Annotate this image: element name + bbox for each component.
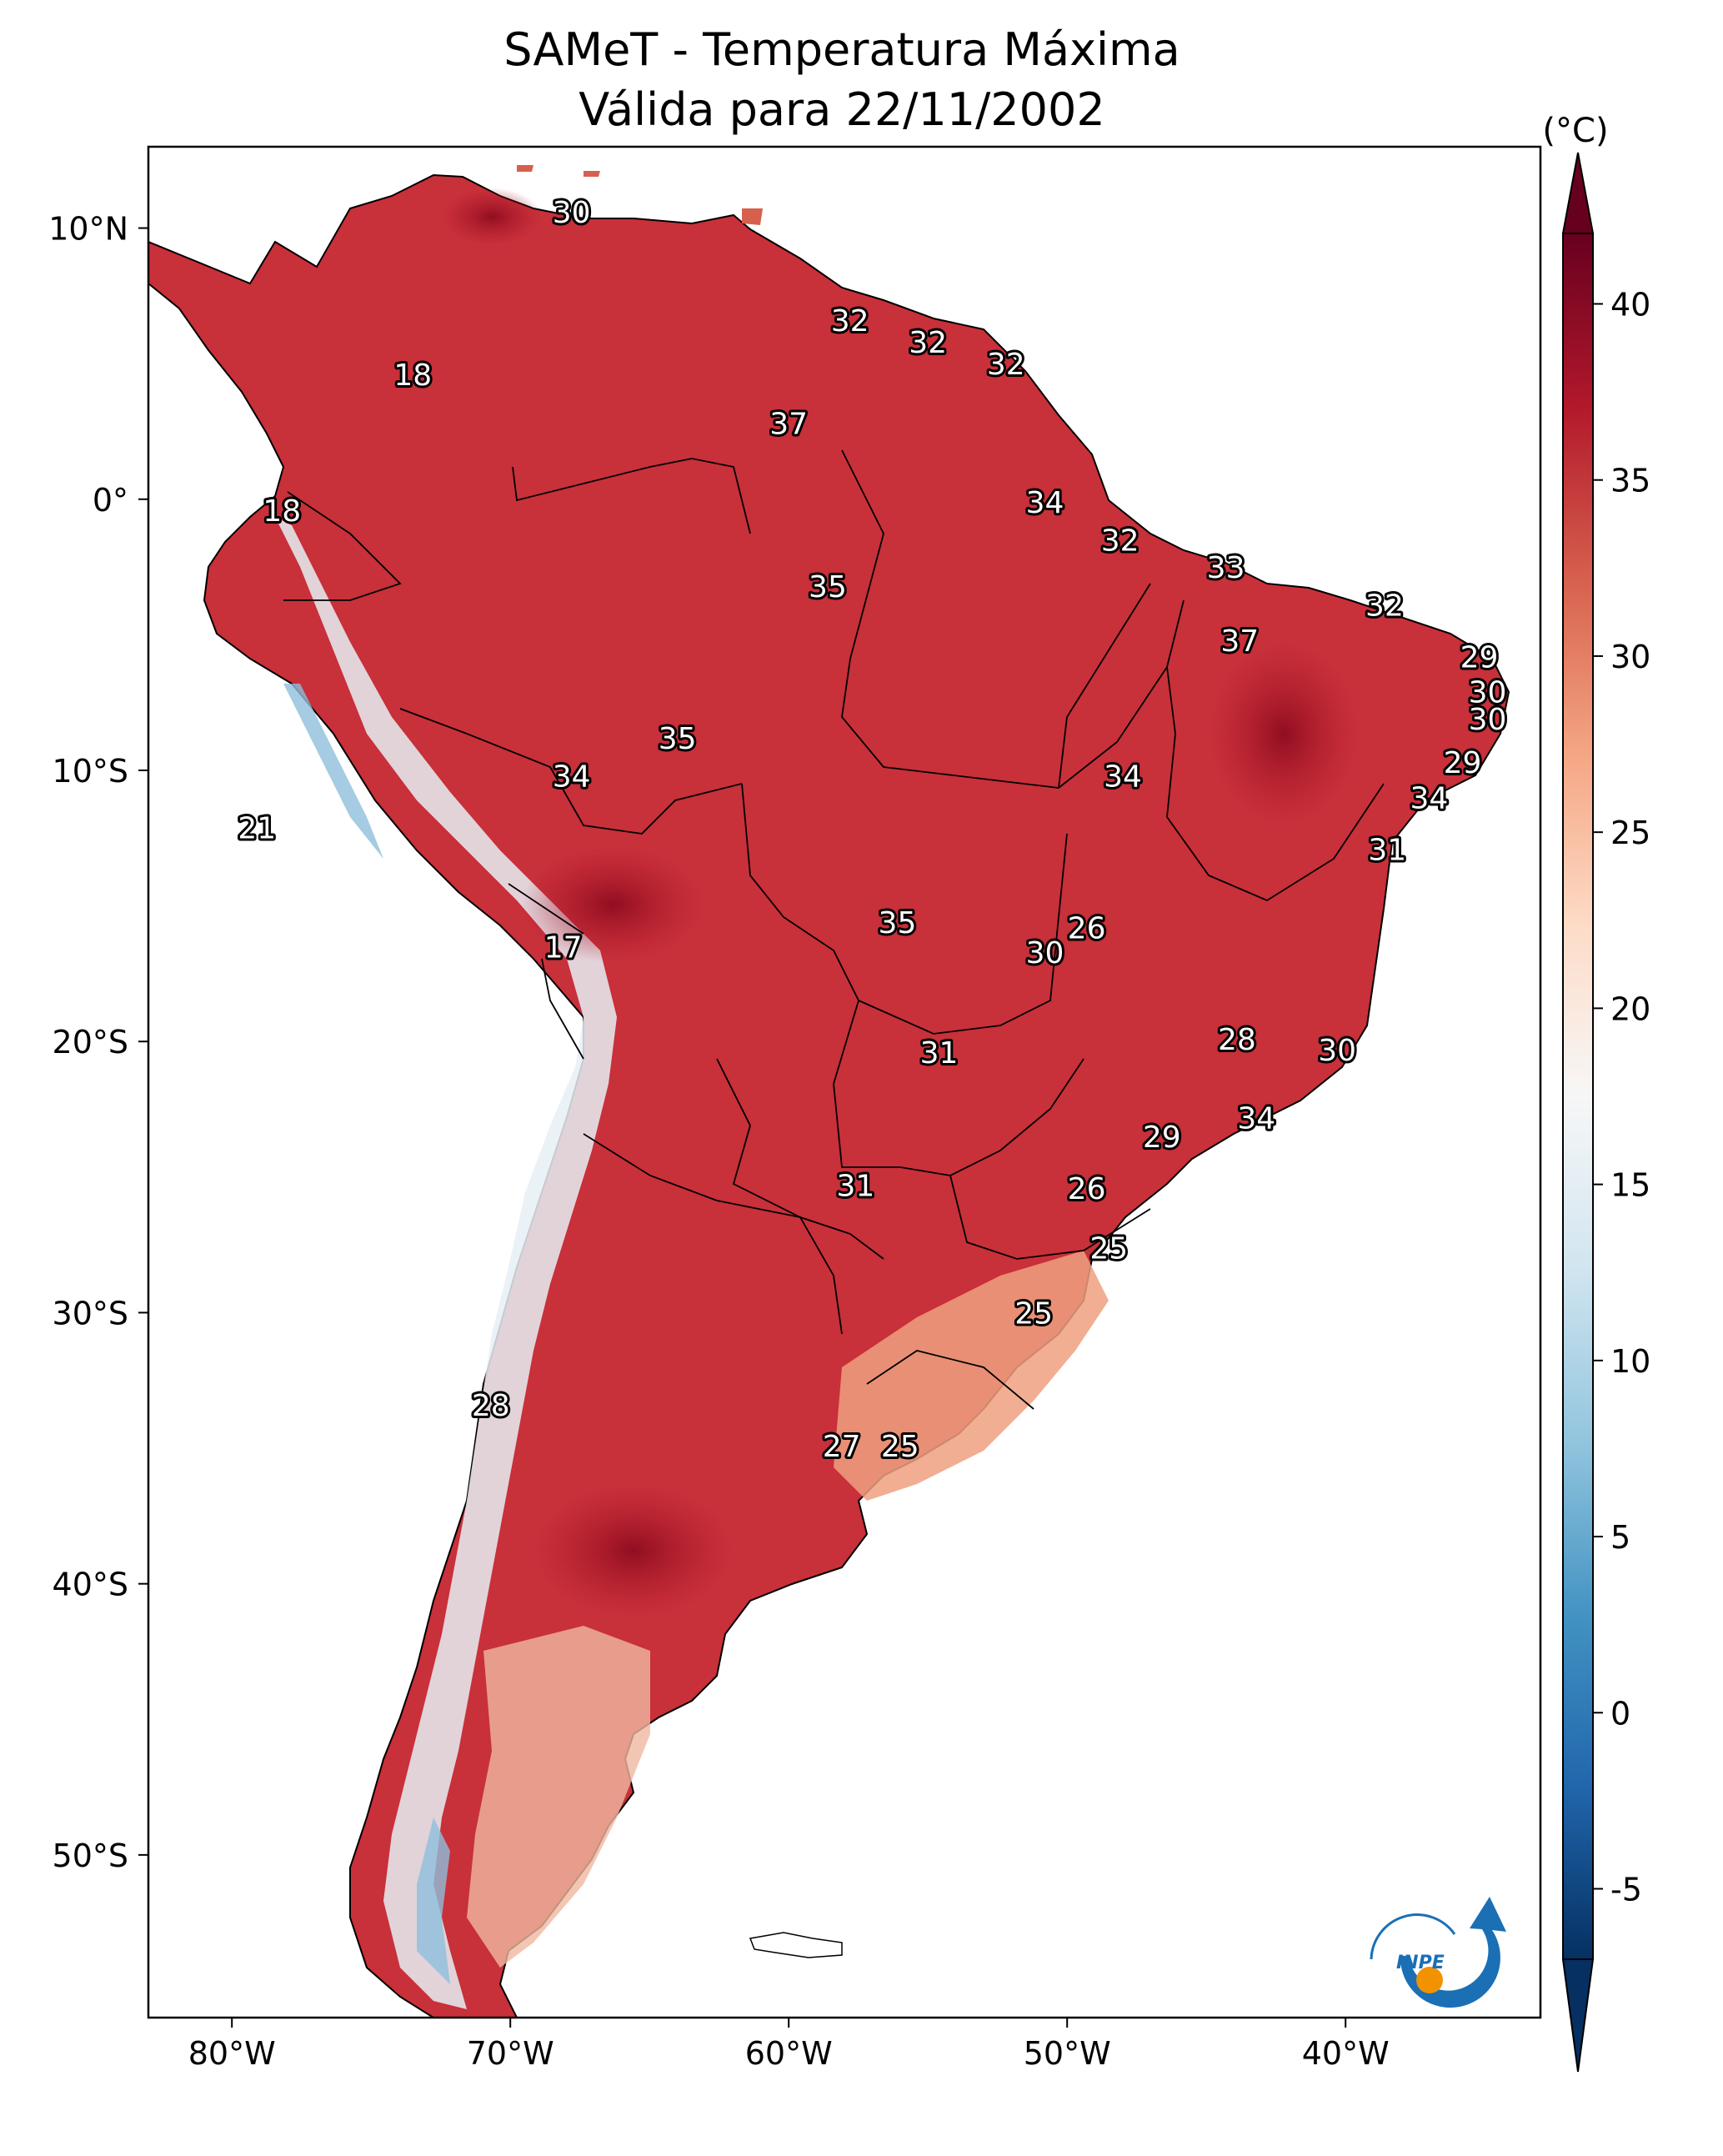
- inpe-logo: INPE: [1370, 1897, 1506, 2008]
- y-tick-label: 40°S: [53, 1567, 128, 1603]
- colorbar-tick-label: 40: [1610, 286, 1650, 323]
- colorbar-tick-label: 10: [1610, 1343, 1650, 1380]
- x-tick-label: 40°W: [1302, 2035, 1390, 2072]
- colorbar-top-extension: [1561, 152, 1595, 234]
- station-value-label: 35: [879, 906, 917, 940]
- logo-text: INPE: [1396, 1953, 1445, 1973]
- map-frame: [147, 145, 1542, 2019]
- map-title-line2: Válida para 22/11/2002: [579, 83, 1104, 136]
- hotspot-argentina: [533, 1484, 734, 1617]
- map-title-line1: SAMeT - Temperatura Máxima: [503, 23, 1180, 76]
- colorbar-tick-label: 25: [1610, 815, 1650, 851]
- colorbar: (°C) 40 35 30 25 20 15 10 5 0 -5: [1542, 112, 1650, 2073]
- station-value-label: 34: [1104, 760, 1142, 795]
- station-value-label: 32: [987, 348, 1025, 382]
- colorbar-unit: (°C): [1542, 112, 1608, 150]
- map-area: [148, 147, 1540, 2018]
- station-value-label: 30: [1318, 1034, 1356, 1068]
- patagonia-zone: [467, 1626, 650, 1968]
- political-borders: [283, 449, 1385, 1410]
- y-tick-label: 20°S: [53, 1024, 128, 1060]
- colorbar-tick-label: 0: [1610, 1695, 1630, 1732]
- falkland-islands: [749, 1932, 843, 1958]
- logo-sun-icon: [1416, 1967, 1443, 1993]
- x-tick-label: 80°W: [188, 2035, 276, 2072]
- station-value-label: 34: [1410, 782, 1448, 816]
- colorbar-tick-label: 15: [1610, 1167, 1650, 1204]
- station-value-label: 32: [1365, 589, 1404, 624]
- y-tick-label: 10°S: [53, 753, 128, 790]
- x-tick-label: 60°W: [745, 2035, 833, 2072]
- station-value-label: 30: [1026, 936, 1064, 970]
- logo-swoosh-icon: [1400, 1897, 1506, 2008]
- colorbar-bottom-extension: [1561, 1958, 1595, 2073]
- station-value-label: 34: [1237, 1101, 1275, 1136]
- station-value-label: 32: [1101, 524, 1139, 559]
- hotspot-bolivia: [521, 846, 704, 963]
- station-value-label: 31: [836, 1170, 874, 1204]
- station-value-label: 29: [1444, 746, 1482, 780]
- station-value-label: 35: [659, 722, 697, 756]
- logo-arc-icon: [1370, 1913, 1456, 1960]
- station-value-label: 29: [1143, 1121, 1181, 1155]
- hotspot-venezuela: [442, 188, 542, 246]
- station-value-label: 31: [1368, 833, 1406, 867]
- colorbar-tick-label: -5: [1610, 1872, 1642, 1908]
- station-value-label: 31: [920, 1036, 959, 1070]
- colorbar-tick-label: 20: [1610, 990, 1650, 1027]
- y-tick-label: 30°S: [53, 1295, 128, 1331]
- x-axis-ticks: 80°W 70°W 60°W 50°W 40°W: [188, 2018, 1390, 2072]
- southern-cool-zone: [834, 1251, 1109, 1501]
- y-tick-label: 50°S: [53, 1838, 128, 1874]
- station-value-label: 28: [472, 1389, 510, 1423]
- station-value-label: 29: [1460, 640, 1499, 674]
- colorbar-tick-label: 5: [1610, 1519, 1630, 1556]
- colorbar-tick-label: 35: [1610, 463, 1650, 499]
- station-value-label: 26: [1068, 1172, 1106, 1206]
- station-value-label: 33: [1207, 551, 1245, 585]
- station-value-label: 17: [544, 930, 583, 965]
- colorbar-tick-label: 30: [1610, 639, 1650, 675]
- station-value-label: 30: [553, 196, 591, 230]
- colorbar-gradient: [1562, 233, 1594, 1960]
- station-value-label: 28: [1218, 1023, 1256, 1057]
- hotspot-ne-brazil: [1209, 642, 1359, 825]
- x-tick-label: 70°W: [467, 2035, 554, 2072]
- station-value-label: 25: [1089, 1231, 1128, 1266]
- station-value-label: 26: [1068, 912, 1106, 946]
- y-tick-label: 0°: [93, 482, 128, 519]
- station-value-label: 34: [1026, 486, 1064, 520]
- station-value-label: 30: [1469, 676, 1507, 710]
- station-value-label: 37: [769, 408, 808, 442]
- station-value-label: 37: [1220, 624, 1259, 659]
- y-axis-ticks: 10°N 0° 10°S 20°S 30°S 40°S 50°S: [48, 211, 148, 1874]
- colorbar-ticks: 40 35 30 25 20 15 10 5 0 -5: [1593, 286, 1650, 1908]
- station-value-label: 34: [553, 760, 591, 795]
- station-value-label: 18: [393, 358, 432, 393]
- andes-cold-core: [283, 684, 450, 1984]
- station-value-label: 35: [809, 570, 847, 604]
- station-value-label: 25: [881, 1430, 919, 1464]
- x-tick-label: 50°W: [1024, 2035, 1111, 2072]
- station-value-label: 18: [263, 494, 301, 529]
- station-value-label: 21: [238, 811, 276, 845]
- station-value-label: 32: [909, 326, 947, 360]
- y-tick-label: 10°N: [48, 211, 128, 248]
- station-value-label: 27: [823, 1430, 861, 1464]
- station-value-label: 30: [1469, 703, 1507, 737]
- station-value-label: 32: [831, 304, 869, 338]
- station-value-label: 25: [1014, 1296, 1053, 1331]
